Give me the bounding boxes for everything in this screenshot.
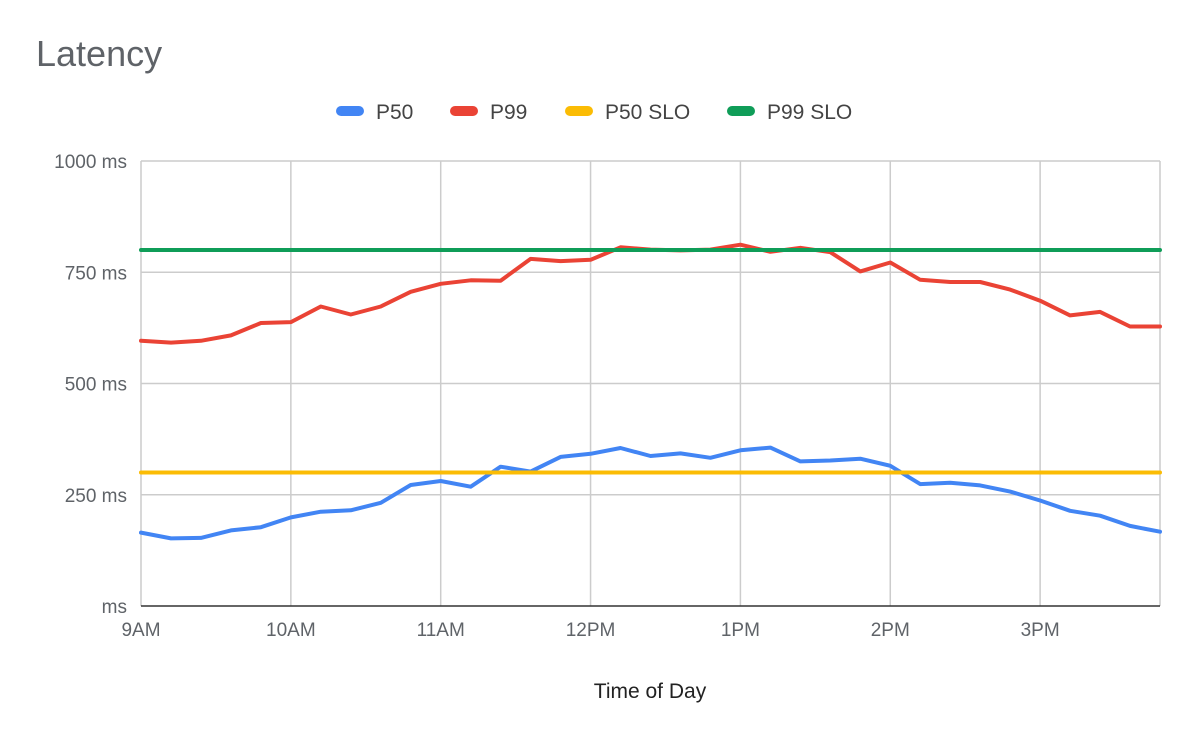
- x-tick-label: 1PM: [721, 620, 760, 641]
- legend-label-p99: P99: [490, 101, 527, 124]
- legend-swatch-p50: [336, 106, 364, 116]
- y-tick-label: 500 ms: [65, 375, 127, 396]
- x-tick-label: 3PM: [1021, 620, 1060, 641]
- x-tick-label: 2PM: [871, 620, 910, 641]
- x-tick-label: 9AM: [121, 620, 160, 641]
- legend-swatch-p50-slo: [565, 106, 593, 116]
- legend-label-p50-slo: P50 SLO: [605, 101, 690, 124]
- series-line-p50: [139, 445, 1162, 541]
- x-tick-label: 11AM: [417, 620, 465, 641]
- x-axis-ticks: 9AM 10AM 11AM 12PM 1PM 2PM 3PM: [121, 620, 1059, 641]
- y-tick-label: 1000 ms: [54, 152, 127, 173]
- x-tick-label: 10AM: [266, 620, 316, 641]
- y-tick-label: 750 ms: [65, 263, 127, 284]
- series-line-p99: [139, 242, 1162, 345]
- x-tick-label: 12PM: [566, 620, 616, 641]
- legend-label-p50: P50: [376, 101, 413, 124]
- series-lines: [139, 242, 1162, 541]
- gridlines: [140, 160, 1161, 606]
- legend-swatch-p99-slo: [727, 106, 755, 116]
- y-tick-label: 250 ms: [65, 486, 127, 507]
- legend-swatch-p99: [450, 106, 478, 116]
- y-tick-label: ms: [102, 597, 127, 618]
- chart-title: Latency: [36, 33, 162, 74]
- legend: P50 P99 P50 SLO P99 SLO: [336, 101, 852, 124]
- x-axis-label: Time of Day: [594, 680, 707, 703]
- y-axis-ticks: ms 250 ms 500 ms 750 ms 1000 ms: [54, 152, 127, 618]
- legend-label-p99-slo: P99 SLO: [767, 101, 852, 124]
